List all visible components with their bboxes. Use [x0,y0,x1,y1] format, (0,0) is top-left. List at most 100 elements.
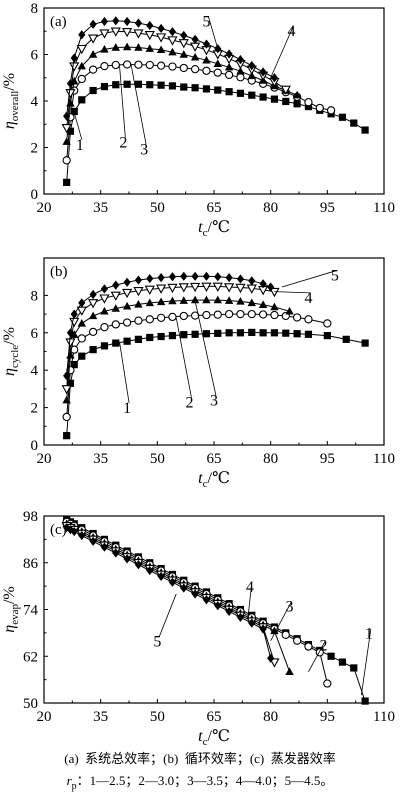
curve-label-3: 3 [210,393,218,410]
series-5-point [267,653,275,663]
series-5-point [202,595,211,605]
series-2-point [62,412,71,422]
series-5-point [191,34,199,44]
series-3-point [270,626,279,635]
curve-label-leader [194,300,217,396]
series-1-point [282,329,290,337]
series-5 [63,16,279,121]
curve-label-leader [247,581,253,618]
series-4-point [99,29,110,39]
series-5-point [248,618,256,628]
series-5-point [236,55,245,65]
series-3-point [145,44,154,52]
series-3-point [202,295,211,304]
series-2 [62,309,332,422]
series-2-point [122,60,132,69]
x-tick-label: 50 [150,451,165,467]
series-1-point [350,119,358,127]
series-1-line [66,83,366,183]
series-1-point [248,91,256,99]
series-5-point [134,275,143,285]
series-5-point [236,612,245,622]
series-5-point [202,39,211,49]
series-5-point [78,298,86,308]
series-5-point [168,27,177,37]
series-1-point [304,330,313,338]
series-1-point [180,331,188,339]
series-1-point [89,86,97,95]
caption-line-1: (a) 系统总效率；(b) 循环效率；(c) 蒸发器效率 [0,748,400,767]
series-2-point [156,61,166,70]
series-5-point [112,280,120,290]
y-tick-label: 86 [23,556,39,572]
series-3-point [179,296,188,304]
series-5-point [112,16,120,26]
series-5-point [259,624,267,634]
series-1-point [270,329,279,337]
panel-label: (c) [50,522,67,538]
x-tick-label: 110 [373,451,395,467]
curve-label-2: 2 [320,637,328,654]
series-3-line [66,523,291,672]
series-3-point [88,311,98,320]
series-5-point [123,554,131,564]
series-1-point [112,81,120,89]
series-4-point [280,85,291,95]
series-3-point [190,295,200,304]
series-5-point [100,542,109,552]
series-3-point [236,66,245,75]
x-tick-label: 80 [263,200,278,216]
y-tick-label: 74 [23,603,39,619]
curve-label-leader [360,628,372,696]
series-2-point [100,61,109,71]
series-4-point [133,286,144,297]
curve-label-leader [119,342,130,404]
series-1-point [66,127,75,135]
series-1-point [323,332,331,340]
series-1-point [259,329,267,337]
series-2-point [326,106,336,115]
series-2-point [122,318,132,327]
series-5-line [66,527,272,659]
y-tick-label: 4 [31,363,39,379]
caption-line-2: rp：1—2.5；2—3.0；3—3.5；4—4.0；5—4.5。 [0,770,400,792]
series-1-point [202,85,211,93]
series-2-point [281,630,290,639]
series-2-point [62,156,71,165]
series-3-point [145,298,154,307]
series-3-point [70,330,79,338]
series-2-point [77,74,86,84]
series-5-point [191,271,199,281]
y-axis-label: ηevap/% [1,586,21,632]
y-tick-label: 8 [31,1,39,17]
x-axis-label: tc/℃ [198,470,230,490]
series-5-point [100,16,109,27]
series-2-point [213,310,222,319]
series-1-point [282,97,290,106]
series-1-point [180,83,188,91]
series-4-point [69,317,80,328]
series-5-point [214,601,222,611]
series-3-point [134,43,143,51]
curve-label-leader [73,112,83,140]
series-5-point [180,583,188,593]
series-5-point [259,279,267,289]
series-4-point [212,282,223,292]
series-5-point [157,23,165,34]
series-2-point [111,60,120,70]
series-1-point [361,697,369,705]
series-4-point [269,658,280,668]
curve-label-1: 1 [123,400,131,417]
series-1-point [78,352,86,360]
series-2-point [304,642,313,651]
series-1-point [270,95,279,103]
series-2-point [202,66,211,75]
series-2-point [156,313,166,322]
x-axis-label: tc/℃ [198,728,230,748]
series-3-point [179,50,188,58]
series-4-point [76,306,87,316]
series-2-point [236,309,245,319]
series-5-point [134,18,143,28]
